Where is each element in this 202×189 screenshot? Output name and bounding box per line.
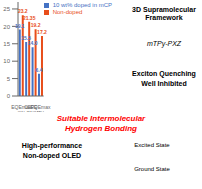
svg-text:19.1: 19.1	[15, 23, 25, 29]
svg-text:25: 25	[8, 6, 11, 12]
svg-text:17.2: 17.2	[37, 29, 47, 35]
svg-text:20: 20	[8, 24, 11, 30]
svg-text:EQEmax(%): EQEmax(%)	[30, 104, 51, 112]
svg-text:5: 5	[8, 76, 11, 82]
svg-text:21.35: 21.35	[23, 15, 36, 21]
svg-text:6.4: 6.4	[36, 67, 43, 73]
svg-text:19.2: 19.2	[31, 22, 41, 28]
svg-text:15: 15	[8, 41, 11, 47]
svg-text:0: 0	[8, 93, 11, 99]
svg-text:14.0: 14.0	[28, 40, 38, 46]
svg-text:23.2: 23.2	[18, 8, 28, 14]
svg-text:10: 10	[8, 58, 11, 64]
